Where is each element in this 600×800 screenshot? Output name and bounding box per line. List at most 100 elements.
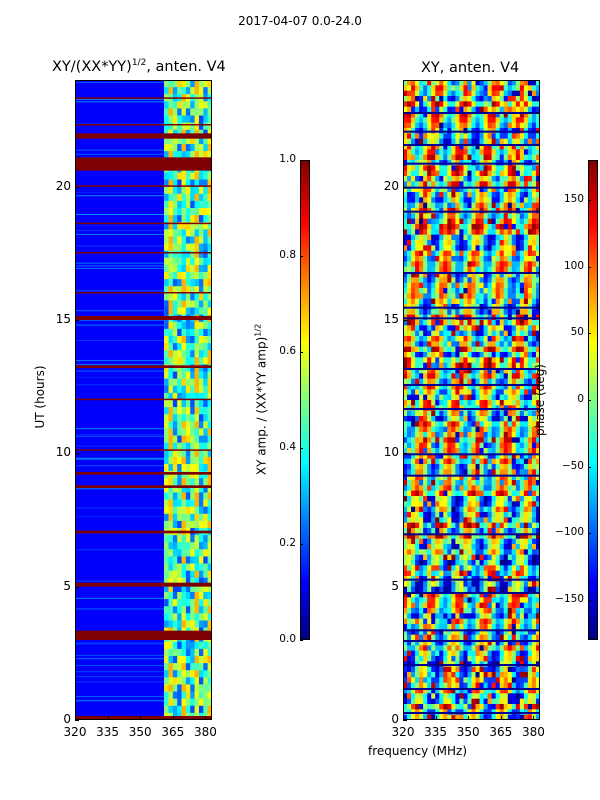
phase-cell	[411, 378, 416, 385]
phase-cell	[487, 362, 492, 369]
phase-cell	[455, 266, 460, 273]
amp-active-cell	[194, 449, 200, 458]
amp-active-cell	[185, 350, 191, 358]
amp-active-cell	[168, 407, 174, 415]
phase-cell	[471, 394, 476, 401]
amp-xtick-label: 380	[194, 725, 217, 739]
phase-cell	[483, 453, 488, 459]
phase-cell	[527, 442, 533, 449]
phase-cell	[427, 501, 432, 507]
phase-cell	[463, 192, 468, 198]
phase-cell	[527, 288, 533, 294]
phase-cell	[511, 373, 517, 379]
phase-cell	[459, 202, 464, 209]
amp-active-cell	[168, 208, 174, 216]
phase-cell	[527, 181, 533, 187]
phase-cell	[435, 656, 440, 662]
amp-active-cell	[181, 556, 187, 564]
amp-active-cell	[185, 492, 191, 500]
phase-cell	[523, 256, 529, 262]
amp-active-cell	[198, 549, 204, 557]
phase-cell	[463, 133, 468, 139]
phase-cell	[495, 368, 501, 374]
phase-cell	[499, 181, 505, 187]
amp-active-cell	[198, 343, 204, 351]
phase-cell	[499, 261, 505, 267]
phase-cell	[511, 677, 517, 683]
phase-cell	[423, 448, 428, 454]
phase-cell	[403, 341, 408, 347]
amp-active-cell	[190, 513, 195, 522]
phase-cell	[439, 293, 444, 299]
phase-cell	[507, 602, 513, 609]
amp-cb-tick-label: 0.8	[279, 249, 296, 261]
phase-cell	[447, 533, 452, 539]
phase-cell	[451, 442, 456, 449]
phase-cell	[407, 677, 412, 683]
phase-cell	[515, 373, 521, 379]
phase-cell	[495, 656, 501, 662]
phase-cell	[479, 448, 484, 454]
phase-cell	[531, 565, 537, 571]
phase-cell	[523, 528, 529, 534]
phase-cell	[491, 597, 496, 603]
amp-active-cell	[181, 378, 187, 387]
phase-cell	[455, 325, 460, 331]
phase-cell	[491, 458, 496, 465]
phase-cell	[403, 389, 408, 395]
amp-active-cell	[185, 563, 191, 571]
phase-cell	[475, 213, 480, 219]
amp-active-cell	[164, 464, 169, 472]
phase-cell	[531, 224, 537, 230]
phase-cell	[415, 373, 420, 379]
phase-cell	[535, 485, 540, 491]
phase-cell	[451, 650, 456, 657]
amp-active-cell	[181, 407, 187, 415]
phase-cell	[519, 645, 525, 651]
phase-cell	[463, 85, 468, 91]
phase-cell	[411, 522, 416, 529]
phase-cell	[411, 474, 416, 481]
phase-cell	[491, 341, 496, 347]
phase-cell	[471, 442, 476, 449]
phase-cell	[519, 389, 525, 395]
phase-cell	[443, 186, 448, 193]
phase-cell	[415, 250, 420, 257]
amp-active-cell	[203, 677, 208, 685]
phase-cell	[439, 277, 444, 283]
phase-cell	[463, 202, 468, 209]
phase-cell	[479, 672, 484, 678]
phase-cell	[415, 272, 420, 278]
phase-cell	[519, 256, 525, 262]
phase-cell	[451, 293, 456, 299]
phase-cell	[519, 464, 525, 470]
amp-active-cell	[198, 279, 204, 287]
phase-cell	[435, 506, 440, 513]
phase-cell	[415, 266, 420, 273]
phase-cell	[451, 634, 456, 641]
phase-cell	[451, 426, 456, 433]
amp-active-cell	[207, 243, 212, 251]
phase-cell	[411, 80, 416, 86]
phase-cell	[495, 592, 501, 598]
phase-cell	[443, 202, 448, 209]
phase-cell	[447, 277, 452, 283]
amp-active-cell	[168, 307, 174, 315]
amp-active-cell	[185, 613, 191, 621]
amp-masked-stripe	[75, 365, 212, 368]
phase-cell	[403, 410, 408, 417]
phase-cell	[491, 656, 496, 662]
phase-cell	[519, 416, 525, 422]
phase-cell	[519, 224, 525, 230]
phase-cell	[471, 85, 476, 91]
phase-cell	[463, 80, 468, 86]
phase-cell	[487, 453, 492, 459]
phase-cell	[451, 213, 456, 219]
amp-active-cell	[177, 535, 182, 543]
amp-masked-stripe	[75, 133, 212, 139]
phase-cell	[431, 448, 436, 454]
amp-active-cell	[190, 151, 195, 159]
phase-cell	[403, 512, 408, 518]
phase-cell	[403, 538, 408, 545]
amp-active-cell	[164, 172, 169, 180]
